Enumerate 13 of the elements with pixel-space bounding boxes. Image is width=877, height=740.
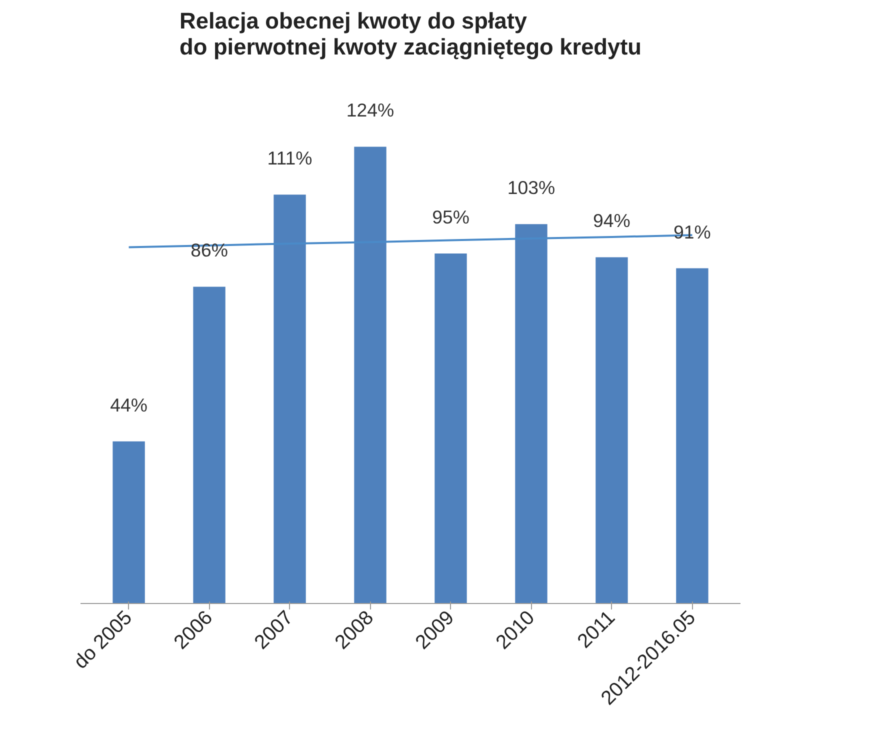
chart-title: Relacja obecnej kwoty do spłaty do pierwotnej kwoty zaciągniętego kredytu (179, 8, 642, 60)
data-label: 111% (267, 148, 312, 169)
bar (193, 286, 226, 604)
data-label: 44% (110, 394, 148, 416)
bar (112, 441, 145, 604)
data-label: 95% (432, 206, 470, 228)
data-label: 91% (674, 221, 711, 242)
data-label: 103% (507, 177, 556, 198)
data-label: 94% (593, 210, 630, 232)
bar (676, 268, 708, 604)
bar (596, 257, 628, 604)
bar (434, 254, 467, 604)
data-label: 124% (346, 100, 394, 121)
